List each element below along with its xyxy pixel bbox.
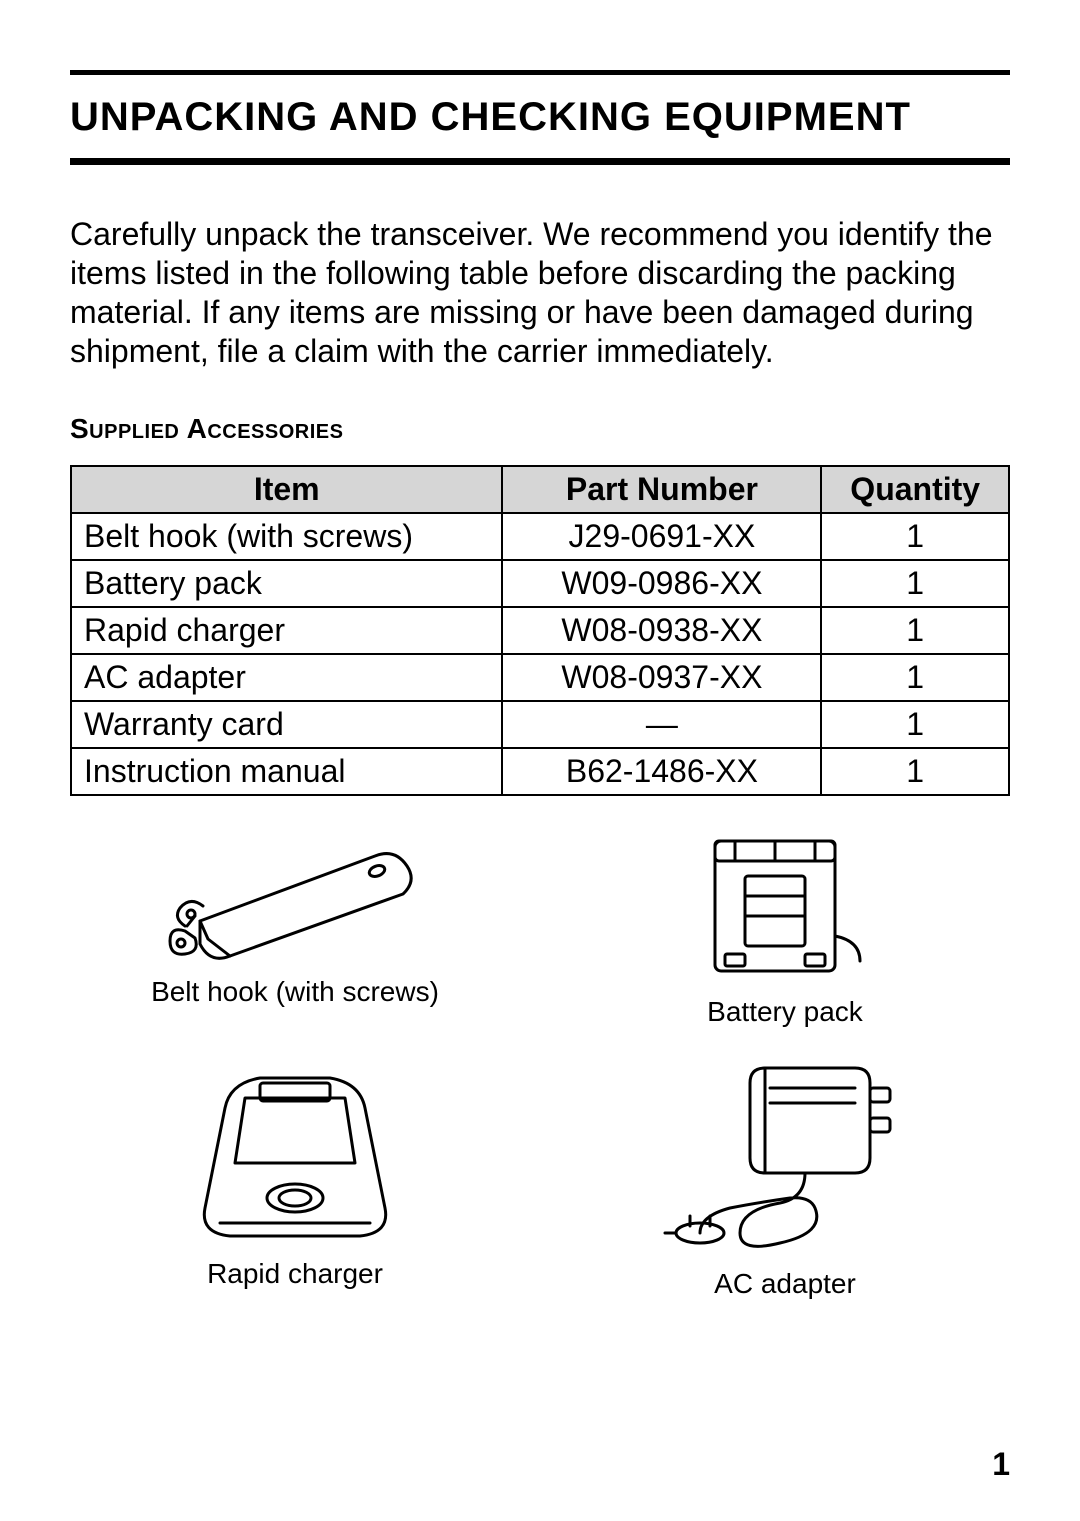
cell-item: AC adapter — [71, 654, 502, 701]
table-row: Battery pack W09-0986-XX 1 — [71, 560, 1009, 607]
cell-item: Warranty card — [71, 701, 502, 748]
illus-caption: Rapid charger — [165, 1258, 425, 1290]
table-row: Rapid charger W08-0938-XX 1 — [71, 607, 1009, 654]
cell-part: — — [502, 701, 821, 748]
title-rule-block: UNPACKING AND CHECKING EQUIPMENT — [70, 70, 1010, 165]
illus-caption: Battery pack — [675, 996, 895, 1028]
page-title: UNPACKING AND CHECKING EQUIPMENT — [70, 95, 1010, 140]
belt-hook-icon — [145, 826, 445, 966]
table-row: Instruction manual B62-1486-XX 1 — [71, 748, 1009, 795]
illus-battery-pack: Battery pack — [675, 826, 895, 1028]
cell-part: W08-0938-XX — [502, 607, 821, 654]
page-number: 1 — [992, 1446, 1010, 1483]
cell-item: Battery pack — [71, 560, 502, 607]
col-header-item: Item — [71, 466, 502, 513]
col-header-part: Part Number — [502, 466, 821, 513]
accessories-table: Item Part Number Quantity Belt hook (wit… — [70, 465, 1010, 796]
cell-qty: 1 — [821, 560, 1009, 607]
battery-pack-icon — [675, 826, 895, 986]
manual-page: UNPACKING AND CHECKING EQUIPMENT Careful… — [0, 0, 1080, 1521]
table-row: Belt hook (with screws) J29-0691-XX 1 — [71, 513, 1009, 560]
cell-part: J29-0691-XX — [502, 513, 821, 560]
illus-caption: Belt hook (with screws) — [145, 976, 445, 1008]
cell-part: W09-0986-XX — [502, 560, 821, 607]
illustration-grid: Belt hook (with screws) Batter — [70, 826, 1010, 1300]
illus-belt-hook: Belt hook (with screws) — [145, 826, 445, 1028]
cell-item: Instruction manual — [71, 748, 502, 795]
cell-qty: 1 — [821, 701, 1009, 748]
illus-rapid-charger: Rapid charger — [165, 1048, 425, 1300]
table-row: Warranty card — 1 — [71, 701, 1009, 748]
illus-caption: AC adapter — [645, 1268, 925, 1300]
ac-adapter-icon — [645, 1048, 925, 1258]
col-header-qty: Quantity — [821, 466, 1009, 513]
cell-part: W08-0937-XX — [502, 654, 821, 701]
cell-qty: 1 — [821, 654, 1009, 701]
supplied-accessories-heading: Supplied Accessories — [70, 413, 1010, 445]
intro-paragraph: Carefully unpack the transceiver. We rec… — [70, 215, 1010, 371]
cell-part: B62-1486-XX — [502, 748, 821, 795]
rapid-charger-icon — [165, 1048, 425, 1248]
title-inner: UNPACKING AND CHECKING EQUIPMENT — [70, 75, 1010, 163]
cell-qty: 1 — [821, 513, 1009, 560]
cell-item: Rapid charger — [71, 607, 502, 654]
cell-qty: 1 — [821, 748, 1009, 795]
table-header-row: Item Part Number Quantity — [71, 466, 1009, 513]
illus-ac-adapter: AC adapter — [645, 1048, 925, 1300]
cell-qty: 1 — [821, 607, 1009, 654]
cell-item: Belt hook (with screws) — [71, 513, 502, 560]
table-row: AC adapter W08-0937-XX 1 — [71, 654, 1009, 701]
